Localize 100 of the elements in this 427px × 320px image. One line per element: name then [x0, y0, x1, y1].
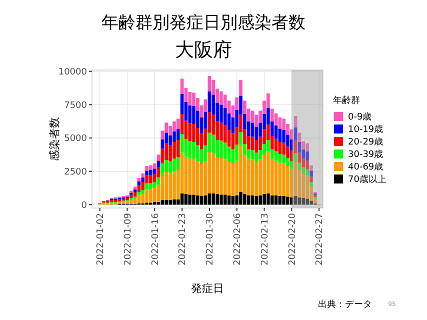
bar: [286, 196, 290, 205]
bar: [294, 162, 298, 196]
bar: [156, 160, 160, 168]
bar: [278, 128, 282, 142]
bar: [184, 156, 188, 194]
bar: [223, 159, 227, 195]
bar: [192, 158, 196, 195]
bar: [196, 128, 200, 146]
bar: [145, 189, 148, 203]
bar: [220, 122, 223, 141]
bar: [254, 152, 258, 162]
bar: [220, 91, 223, 105]
bar: [220, 158, 223, 195]
bar: [180, 134, 184, 153]
bar: [168, 200, 172, 205]
bar: [250, 110, 254, 123]
bar: [274, 138, 278, 152]
legend-title: 年齢群: [333, 95, 360, 106]
bar: [223, 125, 227, 143]
bar: [176, 128, 180, 140]
bar: [212, 134, 216, 154]
bar: [176, 157, 180, 170]
bar: [243, 194, 246, 205]
bar: [282, 163, 286, 196]
bar: [172, 121, 176, 132]
bar: [172, 142, 176, 159]
bar: [126, 201, 129, 204]
bar: [137, 181, 141, 186]
x-tick-label: 2022-02-27: [315, 213, 326, 266]
bar: [286, 158, 290, 166]
bar: [149, 189, 152, 203]
bar: [137, 178, 141, 182]
bar: [258, 195, 262, 205]
bar: [149, 165, 152, 170]
bar: [266, 193, 270, 205]
bar: [306, 198, 310, 205]
bar: [235, 144, 239, 161]
x-tick-label: 2022-02-13: [260, 213, 270, 266]
x-tick-label: 2022-01-23: [178, 213, 188, 266]
bar: [168, 173, 172, 200]
bar: [246, 158, 250, 196]
legend-label: 0-9歳: [348, 112, 372, 123]
bar: [220, 140, 223, 158]
bar: [122, 201, 125, 204]
x-tick-label: 2022-01-02: [96, 213, 106, 266]
bar: [250, 136, 254, 150]
bar: [216, 194, 219, 205]
bar: [160, 174, 164, 200]
bar: [246, 195, 250, 205]
bar: [192, 142, 196, 159]
x-tick-label: 2022-01-30: [206, 212, 216, 266]
bar: [188, 141, 192, 159]
bar: [306, 151, 310, 161]
bar: [208, 152, 212, 194]
legend-label: 70歳以上: [348, 174, 386, 186]
bar: [176, 140, 180, 158]
bar: [282, 142, 286, 155]
bar: [200, 164, 204, 196]
bar: [235, 195, 239, 205]
bar: [176, 118, 180, 129]
bar: [306, 143, 310, 152]
legend-label: 20-29歳: [348, 136, 384, 148]
bar: [149, 175, 152, 184]
legend-label: 30-39歳: [348, 149, 384, 160]
x-tick-label: 2022-02-06: [233, 212, 244, 266]
bar: [129, 200, 133, 204]
y-axis-title: 感染者数: [48, 117, 61, 161]
bar: [310, 200, 313, 205]
y-tick-label: 2500: [64, 167, 88, 178]
bar: [192, 106, 196, 124]
bar: [286, 166, 290, 197]
bar: [302, 174, 306, 198]
bar: [208, 76, 212, 92]
bar: [262, 154, 266, 194]
bar: [310, 170, 313, 177]
source-note: 出典：データ: [318, 299, 372, 310]
bar: [212, 193, 216, 205]
y-tick-label: 0: [81, 200, 88, 211]
bar: [164, 143, 168, 160]
bar: [274, 160, 278, 196]
bar: [172, 171, 176, 200]
bar: [156, 154, 160, 161]
bar: [290, 197, 294, 205]
bar: [298, 162, 302, 170]
bar: [152, 168, 156, 174]
bar: [145, 166, 148, 171]
bar: [172, 131, 176, 142]
bar: [164, 160, 168, 172]
bar: [282, 154, 286, 164]
bar: [172, 158, 176, 172]
bar: [306, 160, 310, 170]
bar: [282, 196, 286, 205]
bar: [220, 104, 223, 123]
bar: [254, 126, 258, 140]
bar: [164, 200, 168, 205]
bar: [282, 130, 286, 143]
bar: [152, 163, 156, 169]
y-tick-label: 7500: [64, 100, 88, 111]
bar: [196, 195, 200, 205]
chart-title: 年齢群別発症日別感染者数: [102, 13, 306, 33]
